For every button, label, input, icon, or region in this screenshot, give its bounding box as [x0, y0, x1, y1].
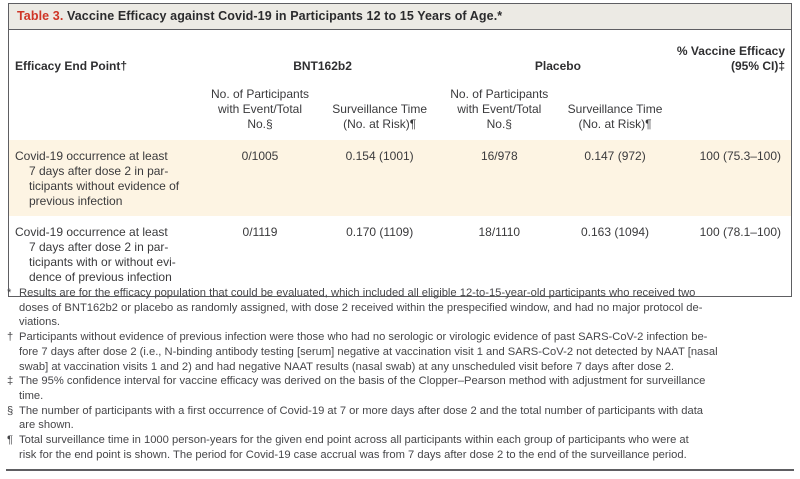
footnote-marker: ‡ — [7, 375, 14, 388]
cell-bnt-surveillance: 0.154 (1001) — [345, 149, 414, 163]
column-header-endpoint: Efficacy End Point† — [15, 59, 128, 73]
footnote-text: The number of participants with a first … — [19, 404, 704, 432]
cell-endpoint: Covid-19 occurrence at least 7 days afte… — [15, 225, 176, 284]
footnote-text: Total surveillance time in 1000 person-y… — [19, 434, 689, 461]
table-title: Table 3. Vaccine Efficacy against Covid-… — [9, 4, 791, 30]
footnote-text: The 95% confidence interval for vaccine … — [19, 375, 706, 402]
table-row-without-prior-infection: Covid-19 occurrence at least 7 days afte… — [9, 140, 791, 216]
cell-placebo-surveillance: 0.147 (972) — [584, 149, 646, 163]
footnote-text: Results are for the efficacy population … — [19, 287, 703, 329]
efficacy-table: Efficacy End Point† BNT162b2 Placebo % V… — [9, 30, 791, 296]
cell-vaccine-efficacy: 100 (75.3–100) — [699, 149, 781, 163]
sub-header-row: No. of Participants with Event/Total No.… — [9, 75, 791, 140]
sub-header-bnt-events: No. of Participants with Event/Total No.… — [210, 87, 310, 131]
footnote-marker: * — [7, 287, 12, 299]
cell-bnt-surveillance: 0.170 (1109) — [346, 225, 414, 239]
cell-placebo-events: 16/978 — [480, 149, 518, 163]
sub-header-placebo-surveillance: Surveillance Time (No. at Risk)¶ — [567, 102, 663, 131]
sub-header-placebo-events: No. of Participants with Event/Total No.… — [450, 87, 549, 131]
table-title-text: Vaccine Efficacy against Covid-19 in Par… — [63, 9, 503, 23]
footnote-text: Participants without evidence of previou… — [19, 331, 718, 373]
sub-header-bnt-surveillance: Surveillance Time (No. at Risk)¶ — [332, 102, 427, 131]
footnotes: * Results are for the efficacy population… — [6, 286, 794, 462]
cell-placebo-surveillance: 0.163 (1094) — [580, 225, 650, 239]
footnote: † Participants without evidence of previo… — [6, 330, 794, 374]
cell-bnt-events: 0/1005 — [241, 149, 279, 163]
table3-box: Table 3. Vaccine Efficacy against Covid-… — [8, 3, 792, 297]
footnote-marker: † — [7, 331, 14, 344]
footnote-marker: ¶ — [7, 434, 14, 447]
bottom-rule — [6, 469, 794, 471]
cell-endpoint: Covid-19 occurrence at least 7 days afte… — [15, 149, 180, 208]
cell-bnt-events: 0/1119 — [242, 225, 278, 239]
column-header-vaccine-efficacy: % Vaccine Efficacy (95% CI)‡ — [676, 44, 785, 73]
cell-placebo-events: 18/1110 — [478, 225, 521, 239]
footnote: ¶ Total surveillance time in 1000 person-… — [6, 433, 794, 462]
column-group-bnt162b2: BNT162b2 — [293, 59, 352, 73]
table-row-with-or-without-prior-infection: Covid-19 occurrence at least 7 days afte… — [9, 216, 791, 296]
cell-vaccine-efficacy: 100 (78.1–100) — [699, 225, 781, 239]
sub-header-empty — [674, 75, 791, 140]
group-header-row: Efficacy End Point† BNT162b2 Placebo % V… — [9, 30, 791, 75]
footnote: * Results are for the efficacy population… — [6, 286, 794, 330]
footnote-marker: § — [7, 404, 14, 417]
footnote: § The number of participants with a first… — [6, 404, 794, 433]
column-group-placebo: Placebo — [534, 59, 581, 73]
sub-header-empty — [9, 75, 203, 140]
footnote: ‡ The 95% confidence interval for vaccine… — [6, 374, 794, 403]
table-number-label: Table 3. — [17, 9, 64, 23]
